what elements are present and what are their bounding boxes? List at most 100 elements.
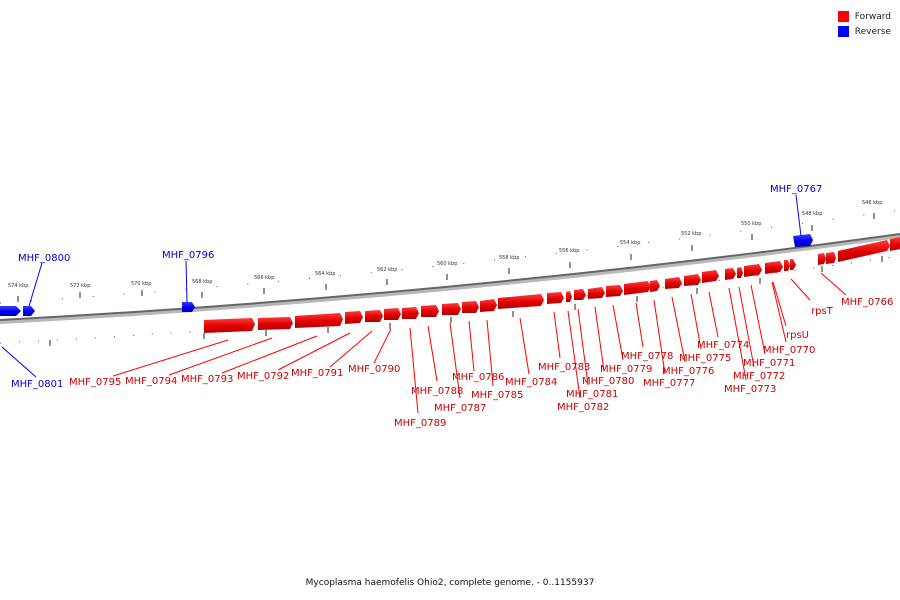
gene-block-MHF_0779[interactable] <box>606 285 623 297</box>
gene-label-MHF_0790[interactable]: MHF_0790 <box>348 364 400 375</box>
gene-label-MHF_0766[interactable]: MHF_0766 <box>841 297 893 308</box>
gene-label-MHF_0773[interactable]: MHF_0773 <box>724 384 776 395</box>
legend-item-forward[interactable]: Forward <box>837 9 891 24</box>
gene-block-MHF_0767[interactable] <box>793 234 813 247</box>
reverse-gene-labels: MHF_0800 MHF_0796 MHF_0767 MHF_0801 <box>11 184 822 390</box>
gene-label-MHF_0784[interactable]: MHF_0784 <box>505 377 557 388</box>
gene-block-MHF_0771[interactable] <box>744 264 762 277</box>
reverse-leaders <box>1 194 802 378</box>
gene-block-MHF_0774[interactable] <box>702 270 719 283</box>
inner-ticks <box>49 256 883 346</box>
gene-block-edge[interactable] <box>890 237 900 251</box>
gene-label-MHF_0787[interactable]: MHF_0787 <box>434 403 486 414</box>
gene-block-MHF_0775[interactable] <box>684 274 701 286</box>
gene-label-MHF_0781[interactable]: MHF_0781 <box>566 389 618 400</box>
gene-label-MHF_0786[interactable]: MHF_0786 <box>452 372 504 383</box>
gene-label-MHF_0801[interactable]: MHF_0801 <box>11 379 63 390</box>
gene-block-MHF_0795[interactable] <box>204 318 255 333</box>
scale-label-546: 546 kbp <box>862 200 882 206</box>
scale-label-568: 568 kbp <box>192 279 212 285</box>
gene-label-MHF_0795[interactable]: MHF_0795 <box>69 377 121 388</box>
forward-swatch <box>837 11 849 22</box>
gene-block-MHF_0778[interactable] <box>624 281 651 295</box>
legend-item-reverse[interactable]: Reverse <box>837 24 891 39</box>
gene-label-rpsU[interactable]: rpsU <box>786 330 809 341</box>
reverse-swatch <box>837 26 849 37</box>
gene-block-MHF_0766a[interactable] <box>818 253 826 265</box>
gene-label-MHF_0772[interactable]: MHF_0772 <box>733 371 785 382</box>
gene-label-MHF_0796[interactable]: MHF_0796 <box>162 250 214 261</box>
gene-label-MHF_0794[interactable]: MHF_0794 <box>125 376 177 387</box>
gene-block-MHF_0783[interactable] <box>547 292 564 304</box>
gene-block-MHF_0785[interactable] <box>480 299 497 312</box>
gene-label-MHF_0789[interactable]: MHF_0789 <box>394 418 446 429</box>
gene-block-downstream[interactable] <box>838 240 890 262</box>
scale-label-572: 572 kbp <box>70 283 90 289</box>
gene-block-MHF_0792[interactable] <box>345 311 363 324</box>
gene-label-MHF_0792[interactable]: MHF_0792 <box>237 371 289 382</box>
gene-label-MHF_0774[interactable]: MHF_0774 <box>697 340 749 351</box>
genome-caption: Mycoplasma haemofelis Ohio2, complete ge… <box>305 578 595 588</box>
gene-block-MHF_0784[interactable] <box>498 294 544 309</box>
scale-label-548: 548 kbp <box>802 211 822 217</box>
gene-label-MHF_0776[interactable]: MHF_0776 <box>662 366 714 377</box>
gene-block-MHF_0786[interactable] <box>462 301 479 313</box>
scale-label-564: 564 kbp <box>315 271 335 277</box>
gene-block-MHF_0770[interactable] <box>765 261 783 274</box>
gene-label-MHF_0779[interactable]: MHF_0779 <box>600 364 652 375</box>
gene-label-rpsT[interactable]: rpsT <box>811 306 834 317</box>
gene-label-MHF_0800[interactable]: MHF_0800 <box>18 253 70 264</box>
gene-block-MHF_0782[interactable] <box>566 291 572 302</box>
gene-label-MHF_0778[interactable]: MHF_0778 <box>621 351 673 362</box>
gene-block-MHF_0796[interactable] <box>182 302 195 312</box>
gene-block-MHF_0800[interactable] <box>23 306 35 316</box>
scale-label-550: 550 kbp <box>741 221 761 227</box>
scale-label-558: 558 kbp <box>499 255 519 261</box>
gene-block-MHF_0794[interactable] <box>258 317 293 330</box>
gene-label-MHF_0771[interactable]: MHF_0771 <box>743 358 795 369</box>
scale-label-566: 566 kbp <box>254 275 274 281</box>
outer-ticks <box>17 213 875 302</box>
gene-label-MHF_0777[interactable]: MHF_0777 <box>643 378 695 389</box>
gene-block-rpsT[interactable] <box>790 259 796 270</box>
gene-label-MHF_0793[interactable]: MHF_0793 <box>181 374 233 385</box>
gene-block-MHF_0787[interactable] <box>442 303 461 315</box>
forward-gene-labels: MHF_0795 MHF_0794 MHF_0793 MHF_0792 MHF_… <box>69 297 893 429</box>
gene-block-MHF_0790[interactable] <box>384 308 401 320</box>
backbone <box>0 233 900 321</box>
gene-block-MHF_0793[interactable] <box>295 313 343 328</box>
scale-label-560: 560 kbp <box>437 261 457 267</box>
forward-genes <box>204 237 900 333</box>
scale-label-554: 554 kbp <box>620 240 640 246</box>
gene-label-MHF_0782[interactable]: MHF_0782 <box>557 402 609 413</box>
gene-block-MHF_0781[interactable] <box>574 289 586 300</box>
gene-block-MHF_0789[interactable] <box>402 307 419 319</box>
gene-block-MHF_0766[interactable] <box>826 252 836 264</box>
gene-block-MHF_0791[interactable] <box>365 310 383 322</box>
legend: Forward Reverse <box>837 9 891 39</box>
forward-leaders <box>112 272 847 414</box>
gene-block-rpsU[interactable] <box>784 260 790 271</box>
gene-block-MHF_0780[interactable] <box>588 287 605 299</box>
scale-labels: 574 kbp 572 kbp 570 kbp 568 kbp 566 kbp … <box>8 200 882 289</box>
gene-label-MHF_0770[interactable]: MHF_0770 <box>763 345 815 356</box>
gene-block-MHF_0801[interactable] <box>0 306 21 316</box>
gene-label-MHF_0767[interactable]: MHF_0767 <box>770 184 822 195</box>
gene-label-MHF_0775[interactable]: MHF_0775 <box>679 353 731 364</box>
gene-block-MHF_0776[interactable] <box>665 277 682 289</box>
gene-label-MHF_0785[interactable]: MHF_0785 <box>471 390 523 401</box>
scale-label-556: 556 kbp <box>559 248 579 254</box>
gene-block-MHF_0773[interactable] <box>725 268 736 280</box>
gene-label-MHF_0788[interactable]: MHF_0788 <box>411 386 463 397</box>
gene-block-MHF_0777[interactable] <box>650 280 660 292</box>
gene-block-MHF_0788[interactable] <box>421 305 439 317</box>
gene-label-MHF_0791[interactable]: MHF_0791 <box>291 368 343 379</box>
gene-label-MHF_0780[interactable]: MHF_0780 <box>582 376 634 387</box>
scale-label-570: 570 kbp <box>131 281 151 287</box>
scale-label-574: 574 kbp <box>8 283 28 289</box>
legend-label-reverse: Reverse <box>854 26 891 37</box>
gene-label-MHF_0783[interactable]: MHF_0783 <box>538 362 590 373</box>
gene-block-MHF_0772[interactable] <box>737 267 743 278</box>
scale-label-562: 562 kbp <box>377 267 397 273</box>
